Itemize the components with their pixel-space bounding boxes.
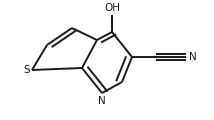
Text: N: N xyxy=(98,96,106,106)
Text: N: N xyxy=(189,52,196,62)
Text: S: S xyxy=(23,65,30,75)
Text: OH: OH xyxy=(104,3,120,13)
